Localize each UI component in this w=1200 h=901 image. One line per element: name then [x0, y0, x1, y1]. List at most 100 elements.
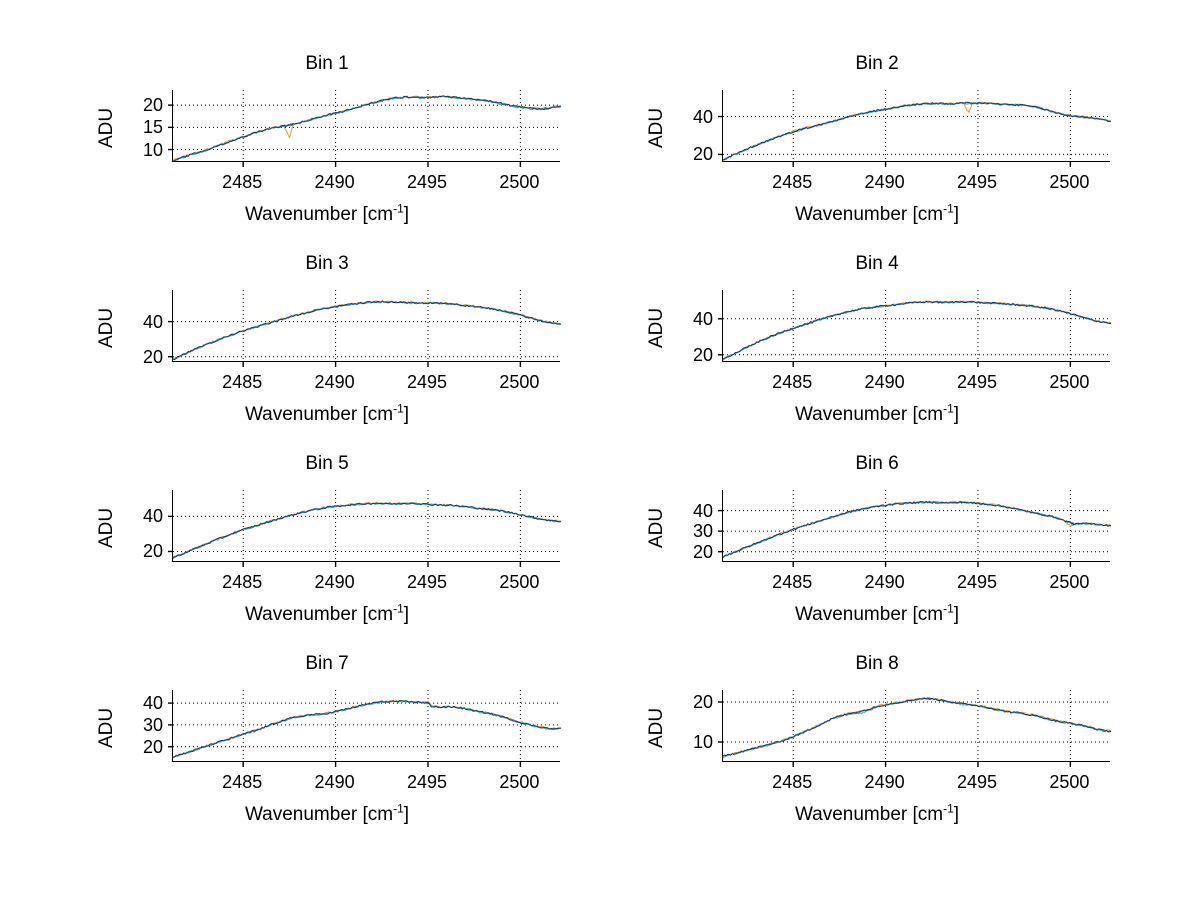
x-axis-label-tail: ] — [403, 404, 410, 425]
x-axis-label: Wavenumber [cm-1] — [92, 801, 562, 826]
x-axis-label-main: Wavenumber [cm — [244, 604, 394, 625]
series-line — [722, 697, 1112, 758]
subplot-bin-4: Bin 4 ADU 20 40 2485 2490 2495 2500 Wavenumber [… — [642, 252, 1112, 442]
x-tick-label: 2490 — [314, 772, 355, 792]
series-line — [172, 699, 562, 758]
x-tick-label: 2490 — [314, 372, 355, 392]
y-tick-label: 40 — [692, 308, 713, 329]
plot-area — [718, 490, 1112, 567]
y-tick-label: 40 — [142, 311, 163, 332]
series-line — [722, 697, 1112, 757]
x-axis-label-tail: ] — [403, 804, 410, 825]
y-tick-label: 30 — [692, 521, 713, 542]
y-tick-label-group: 10 20 — [642, 690, 713, 762]
x-tick-label: 2500 — [499, 372, 540, 392]
y-tick-label: 20 — [142, 736, 163, 757]
x-axis-label: Wavenumber [cm-1] — [642, 201, 1112, 226]
series-line — [172, 95, 562, 162]
x-axis-label-tail: ] — [953, 804, 960, 825]
y-tick-label: 20 — [142, 541, 163, 562]
subplot-bin-5: Bin 5 ADU 20 40 2485 2490 2495 2500 Wavenumber [… — [92, 452, 562, 642]
y-tick-label-group: 10 15 20 — [92, 90, 163, 162]
y-tick-label: 40 — [142, 506, 163, 527]
x-axis-label-tail: ] — [953, 204, 960, 225]
x-tick-label: 2500 — [1049, 772, 1090, 792]
x-tick-label: 2495 — [406, 172, 447, 192]
x-axis-label-main: Wavenumber [cm — [244, 204, 394, 225]
subplot-title: Bin 5 — [305, 453, 349, 474]
y-tick-label: 20 — [692, 344, 713, 365]
series-line — [172, 300, 562, 360]
x-tick-label: 2490 — [314, 572, 355, 592]
subplot-bin-1: Bin 1 ADU 10 15 20 2485 2490 2495 2500 Wavenumber… — [92, 52, 562, 242]
plot-area — [718, 690, 1112, 767]
y-tick-label: 30 — [142, 714, 163, 735]
x-axis-label-exponent: -1 — [393, 801, 404, 816]
x-axis-label-exponent: -1 — [393, 601, 404, 616]
series-line — [722, 300, 1112, 360]
x-tick-label: 2485 — [772, 372, 813, 392]
y-tick-label-group: 20 40 — [92, 290, 163, 366]
y-tick-label: 40 — [692, 106, 713, 127]
x-tick-label: 2490 — [864, 372, 905, 392]
x-tick-label: 2485 — [772, 772, 813, 792]
x-tick-label: 2485 — [772, 172, 813, 192]
subplot-title: Bin 7 — [305, 653, 349, 674]
x-axis-label-exponent: -1 — [943, 601, 954, 616]
x-axis-label-exponent: -1 — [393, 401, 404, 416]
x-tick-label: 2500 — [499, 172, 540, 192]
series-line — [172, 700, 562, 758]
y-tick-label: 20 — [692, 541, 713, 562]
plot-area — [168, 690, 562, 767]
x-tick-label: 2495 — [956, 172, 997, 192]
series-line — [722, 500, 1112, 558]
series-line — [722, 501, 1112, 558]
plot-area — [168, 290, 562, 367]
x-axis-label-exponent: -1 — [943, 201, 954, 216]
x-axis-label-main: Wavenumber [cm — [794, 804, 944, 825]
x-tick-label: 2485 — [222, 172, 263, 192]
subplot-title: Bin 4 — [855, 253, 899, 274]
y-tick-label-group: 20 40 — [642, 290, 713, 365]
plot-area — [718, 90, 1112, 167]
x-axis-label-main: Wavenumber [cm — [794, 604, 944, 625]
x-axis-label: Wavenumber [cm-1] — [642, 601, 1112, 626]
subplot-title: Bin 3 — [305, 253, 349, 274]
x-tick-label: 2500 — [1049, 572, 1090, 592]
plot-area — [168, 90, 562, 167]
x-axis-label-main: Wavenumber [cm — [244, 404, 394, 425]
subplot-bin-6: Bin 6 ADU 20 30 40 2485 2490 2495 2500 Wavenumber… — [642, 452, 1112, 642]
subplot-bin-7: Bin 7 ADU 20 30 40 2485 2490 2495 2500 Wavenumber… — [92, 652, 562, 842]
series-line — [172, 300, 562, 361]
subplot-title: Bin 6 — [855, 453, 899, 474]
x-tick-label: 2495 — [406, 572, 447, 592]
x-tick-label: 2495 — [956, 372, 997, 392]
y-tick-label: 20 — [692, 144, 713, 165]
x-axis-label-tail: ] — [953, 404, 960, 425]
y-tick-label: 15 — [142, 117, 163, 138]
x-axis-label: Wavenumber [cm-1] — [642, 803, 1112, 826]
x-axis-label-tail: ] — [403, 204, 410, 225]
x-tick-label: 2500 — [499, 772, 540, 792]
x-tick-label: 2485 — [222, 572, 263, 592]
subplot-title: Bin 1 — [305, 53, 349, 74]
x-tick-label: 2490 — [864, 172, 905, 192]
series-line — [722, 101, 1112, 161]
x-axis-label-main: Wavenumber [cm — [794, 404, 944, 425]
x-axis-label-tail: ] — [953, 604, 960, 625]
y-tick-label: 10 — [692, 732, 713, 752]
subplot-title: Bin 2 — [855, 53, 899, 74]
x-tick-label: 2500 — [1049, 372, 1090, 392]
series-line — [722, 500, 1112, 558]
plot-area — [718, 290, 1112, 367]
y-tick-label: 20 — [142, 346, 163, 367]
subplot-bin-8: Bin 8 ADU 10 20 2485 2490 2495 2500 Wavenumber [… — [642, 652, 1112, 842]
x-axis-label-exponent: -1 — [943, 401, 954, 416]
x-axis-label-main: Wavenumber [cm — [794, 204, 944, 225]
y-tick-label: 40 — [142, 693, 163, 714]
y-tick-label-group: 20 30 40 — [92, 690, 163, 762]
subplot-title: Bin 8 — [855, 653, 899, 674]
x-tick-label: 2500 — [499, 572, 540, 592]
y-tick-label: 40 — [692, 500, 713, 521]
